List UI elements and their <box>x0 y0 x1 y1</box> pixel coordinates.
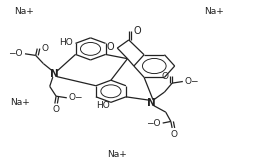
Text: O: O <box>52 105 59 114</box>
Text: N: N <box>50 69 59 79</box>
Text: −O: −O <box>146 119 160 128</box>
Text: O: O <box>133 26 140 36</box>
Text: O: O <box>169 130 177 139</box>
Text: Na+: Na+ <box>107 149 126 159</box>
Text: Na+: Na+ <box>14 7 34 16</box>
Text: −O: −O <box>8 49 23 58</box>
Text: O−: O− <box>69 93 83 102</box>
Text: O: O <box>41 44 48 53</box>
Text: O: O <box>161 72 168 81</box>
Text: Na+: Na+ <box>203 7 223 16</box>
Text: N: N <box>147 98 155 108</box>
Text: O−: O− <box>184 77 199 86</box>
Text: HO: HO <box>96 101 110 110</box>
Text: HO: HO <box>58 38 72 47</box>
Text: O: O <box>106 42 114 52</box>
Text: Na+: Na+ <box>10 98 30 107</box>
